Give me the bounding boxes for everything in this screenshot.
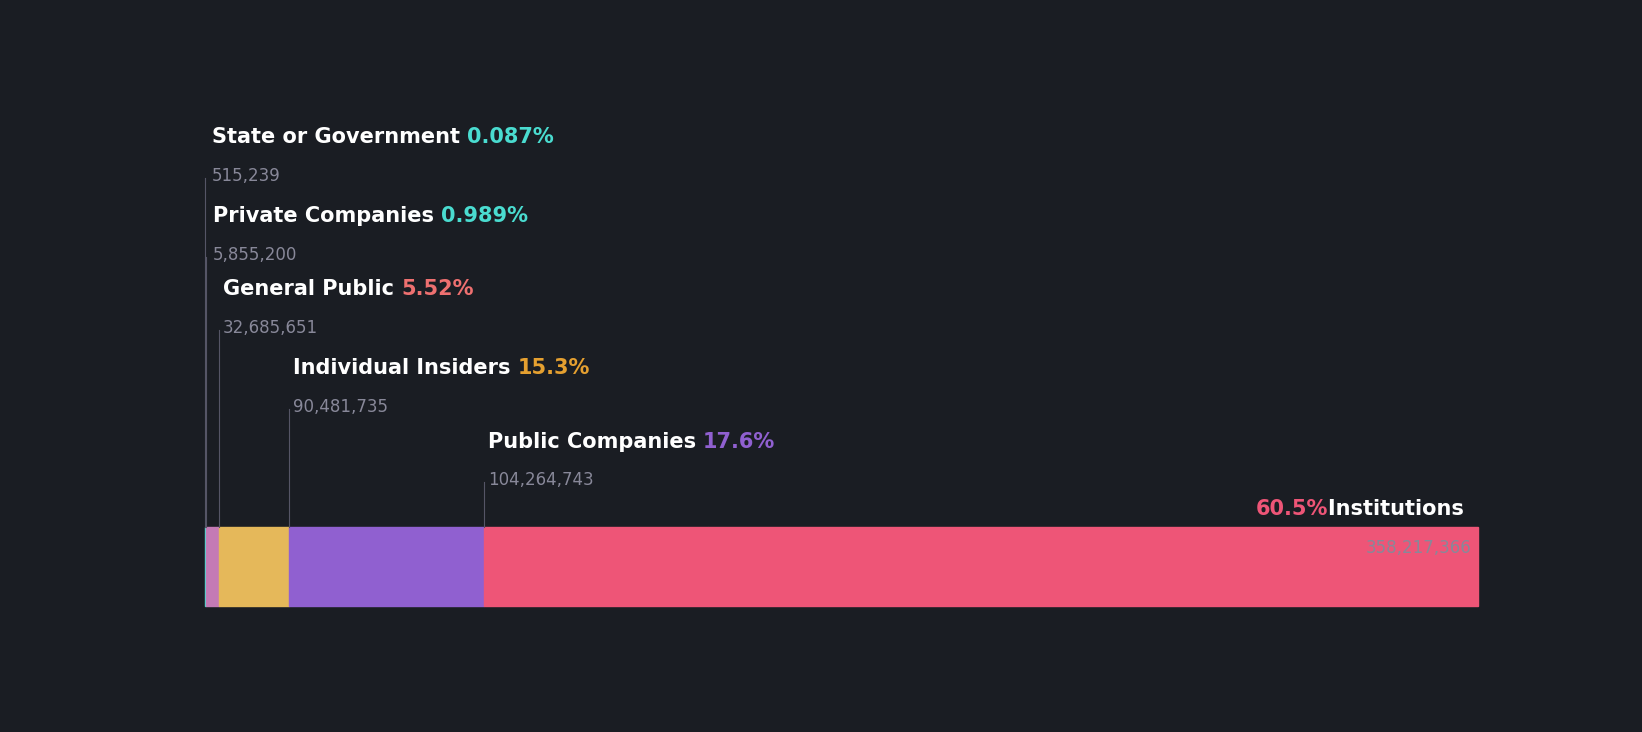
Text: 60.5%: 60.5% [1256,499,1328,519]
Bar [708,528,1478,606]
Text: State or Government: State or Government [212,127,466,147]
Text: Public Companies: Public Companies [488,432,703,452]
Bar [207,528,218,606]
Text: 515,239: 515,239 [212,167,281,184]
Bar [484,528,708,606]
Text: 5.52%: 5.52% [401,280,473,299]
Text: 358,217,366: 358,217,366 [1366,539,1471,557]
Text: General Public: General Public [223,280,401,299]
Text: Individual Insiders: Individual Insiders [292,359,517,378]
Bar [218,528,289,606]
Text: 0.989%: 0.989% [442,206,529,226]
Text: 104,264,743: 104,264,743 [488,471,593,489]
Text: Institutions: Institutions [1328,499,1471,519]
Text: 0.087%: 0.087% [466,127,553,147]
Text: Private Companies: Private Companies [213,206,442,226]
Text: 32,685,651: 32,685,651 [223,319,319,337]
Text: 5,855,200: 5,855,200 [213,246,297,264]
Bar [289,528,484,606]
Text: 90,481,735: 90,481,735 [292,398,388,416]
Text: 17.6%: 17.6% [703,432,775,452]
Text: 15.3%: 15.3% [517,359,589,378]
